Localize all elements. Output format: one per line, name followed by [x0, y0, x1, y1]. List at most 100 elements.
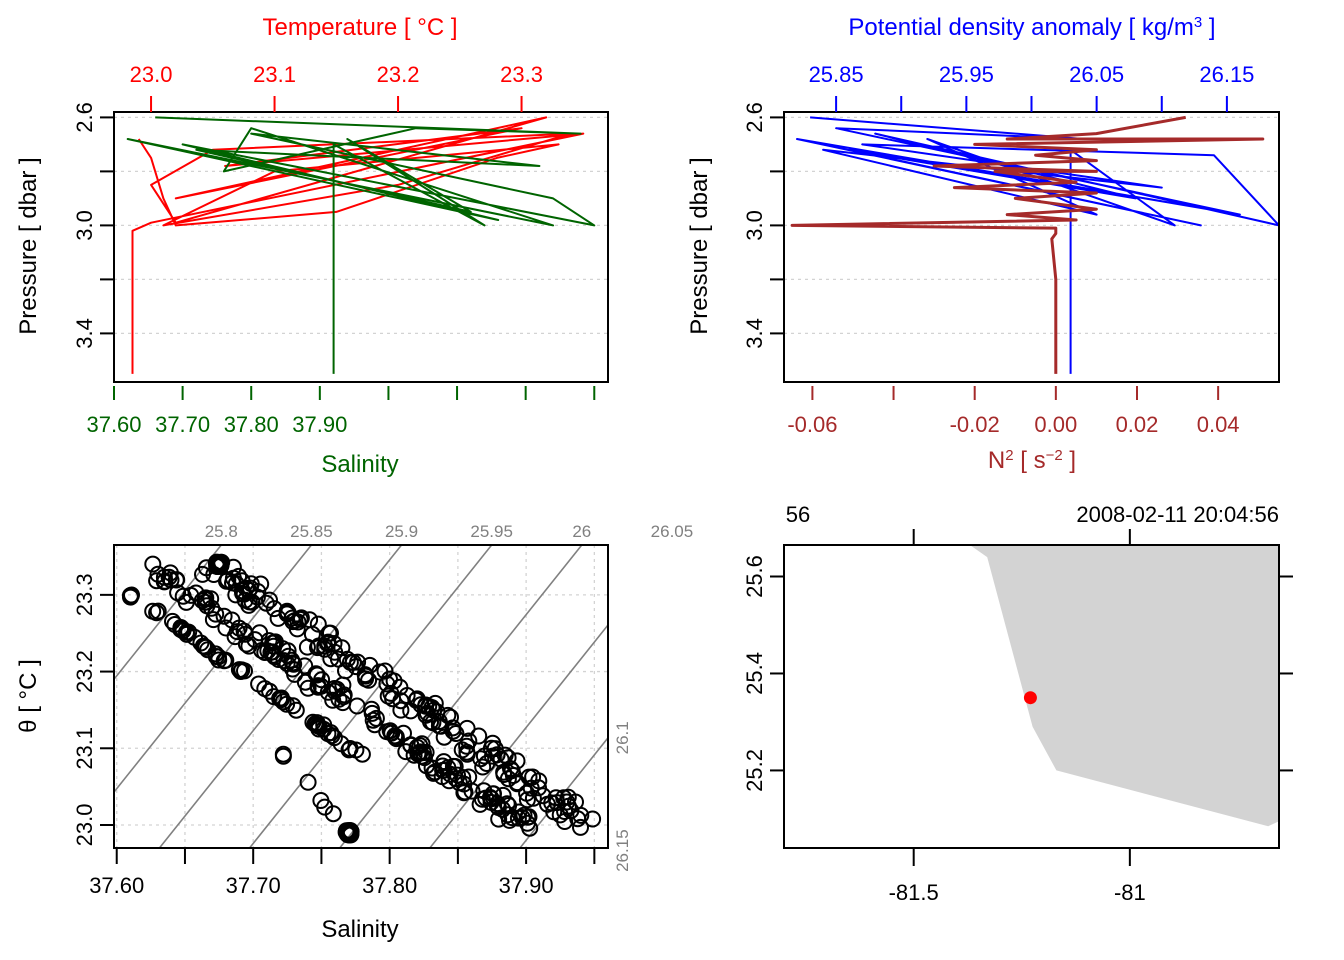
ts-point: [274, 745, 292, 763]
ts-point: [422, 713, 439, 731]
ts-point: [417, 697, 435, 715]
ts-point: [434, 761, 452, 779]
ts-point: [530, 779, 547, 797]
ts-point: [361, 656, 379, 674]
ts-point: [488, 746, 506, 764]
y-tick-label: 23.2: [72, 650, 97, 693]
ts-point: [169, 584, 187, 602]
theta-axis-title: θ [ °C ]: [15, 659, 42, 733]
top-tick-label: 25.85: [809, 62, 864, 87]
ts-point: [148, 572, 166, 590]
ts-point: [376, 662, 394, 680]
ts-point: [333, 639, 351, 657]
profile-line-salinity: [126, 116, 596, 374]
ts-point: [278, 695, 296, 713]
ts-point: [504, 767, 522, 784]
ts-point: [215, 607, 233, 625]
y-tick-label: 3.0: [72, 210, 97, 241]
ts-point: [322, 624, 339, 642]
isopycnal-label: 25.9: [385, 522, 418, 541]
ts-point: [521, 819, 539, 837]
ts-point: [298, 638, 316, 656]
ts-point: [518, 791, 536, 809]
isopycnal-label: 26.05: [651, 522, 694, 541]
ts-point: [299, 679, 317, 697]
ts-point: [235, 585, 253, 603]
ts-point: [475, 747, 493, 765]
top-tick-label: 26.15: [1199, 62, 1254, 87]
ts-point: [324, 805, 342, 823]
salinity-axis-title: Salinity: [321, 451, 398, 478]
ts-points: [121, 553, 602, 844]
ts-point: [309, 639, 326, 657]
top-tick-label: 26.05: [1069, 62, 1124, 87]
isopycnal-label: 26.1: [613, 721, 632, 754]
top-label-left: 56: [786, 502, 810, 527]
ts-point: [237, 635, 255, 653]
top-tick-label: 23.3: [500, 62, 543, 87]
ts-point: [556, 803, 574, 820]
ts-point: [470, 727, 488, 745]
ts-point: [495, 766, 513, 783]
ts-point: [121, 587, 139, 605]
ts-point: [315, 716, 333, 734]
ts-point: [148, 604, 166, 622]
ts-point: [233, 572, 251, 590]
ts-point: [192, 634, 210, 652]
ts-point: [379, 687, 397, 705]
plot-frame: [783, 544, 1280, 849]
y-tick-label: 3.4: [72, 318, 97, 349]
y-tick-label: 25.2: [742, 749, 767, 792]
ts-point: [551, 806, 569, 824]
ts-point: [180, 623, 198, 641]
x-tick-label: -81: [1114, 880, 1146, 905]
density-axis-title: Potential density anomaly [ kg/m3 ]: [848, 14, 1215, 42]
isopycnal-label: 26.15: [613, 829, 632, 872]
plot-frame: [113, 544, 609, 849]
ts-point: [484, 734, 502, 752]
x-tick-label: -81.5: [889, 880, 939, 905]
ts-point: [498, 795, 516, 813]
isopycnal-line: [338, 545, 583, 848]
isopycnal-line: [114, 545, 223, 681]
ts-point: [572, 806, 590, 824]
temperature-salinity-panel: Temperature [ °C ] Salinity Pressure [ d…: [15, 14, 609, 478]
ts-point: [278, 655, 296, 672]
isopycnal-label: 25.8: [205, 522, 238, 541]
bottom-tick-label: -0.02: [950, 412, 1000, 437]
isopycnal-line: [248, 545, 493, 848]
ts-point: [257, 594, 275, 612]
y-tick-label: 2.6: [742, 102, 767, 133]
ts-point: [308, 666, 326, 684]
x-tick-label: 37.80: [362, 873, 417, 898]
top-tick-label: 23.0: [130, 62, 173, 87]
ts-point: [364, 711, 382, 729]
ts-point: [335, 686, 353, 704]
ts-point: [458, 743, 476, 761]
ts-point: [194, 565, 211, 583]
ts-point: [385, 672, 403, 690]
ts-point: [198, 597, 216, 615]
isopycnal-line: [158, 545, 403, 848]
ts-point: [168, 571, 186, 589]
ts-point: [230, 661, 248, 679]
top-tick-label: 23.1: [253, 62, 296, 87]
profile-line-temperature: [131, 116, 585, 374]
temperature-axis-title: Temperature [ °C ]: [263, 14, 458, 41]
isopycnal-label: 25.95: [470, 522, 513, 541]
ts-point: [405, 746, 423, 764]
ts-point: [269, 609, 287, 627]
y-tick-label: 23.1: [72, 727, 97, 770]
ts-point: [455, 775, 473, 793]
bottom-tick-label: 37.70: [155, 412, 210, 437]
ts-point: [439, 706, 457, 724]
ts-point: [286, 612, 304, 630]
ts-point: [341, 740, 359, 757]
ts-point: [223, 611, 241, 629]
ts-point: [287, 701, 305, 719]
ts-point: [474, 758, 492, 776]
ts-point: [284, 697, 302, 715]
ts-point: [426, 694, 444, 712]
ts-point: [510, 803, 528, 821]
